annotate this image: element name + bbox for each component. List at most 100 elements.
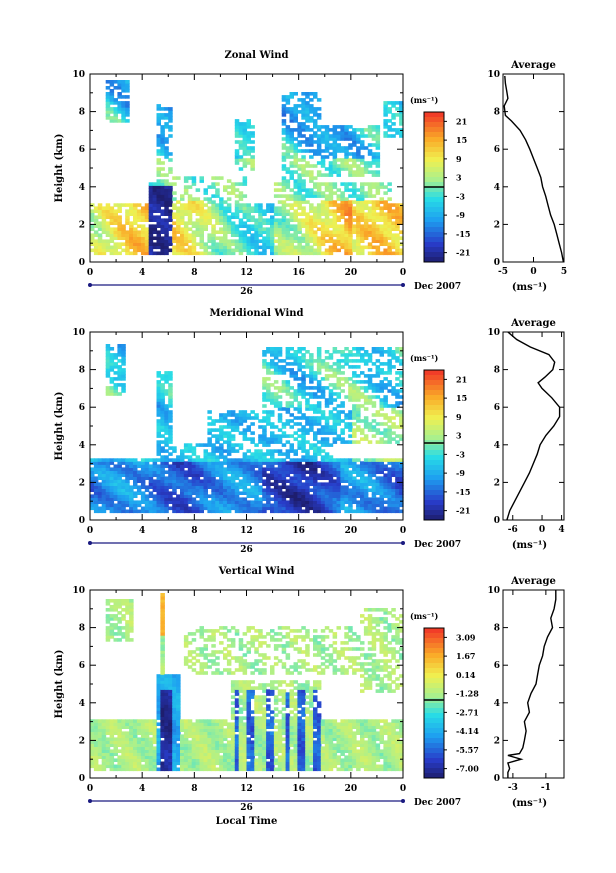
heatmap-cell xyxy=(195,482,201,486)
heatmap-cell xyxy=(352,434,357,438)
heatmap-cell xyxy=(360,509,365,514)
heatmap-cell xyxy=(281,422,287,426)
heatmap-cell xyxy=(164,485,169,489)
heatmap-cell xyxy=(101,506,107,511)
heatmap-cell xyxy=(367,149,373,153)
colorbar-segment xyxy=(424,435,444,441)
heatmap-cell xyxy=(332,416,338,420)
heatmap-cell xyxy=(133,506,138,511)
heatmap-cell xyxy=(305,470,310,474)
heatmap-cell xyxy=(215,497,220,501)
heatmap-cell xyxy=(383,221,388,225)
heatmap-cell xyxy=(356,149,361,153)
heatmap-cell xyxy=(199,200,204,204)
heatmap-cell xyxy=(367,500,373,504)
heatmap-cell xyxy=(340,182,345,186)
heatmap-cell xyxy=(328,191,334,195)
heatmap-cell xyxy=(152,194,158,198)
heatmap-cell xyxy=(273,491,279,495)
heatmap-cell xyxy=(93,215,99,219)
heatmap-cell xyxy=(121,494,126,498)
heatmap-cell xyxy=(262,251,267,256)
heatmap-cell xyxy=(316,446,322,450)
heatmap-cell xyxy=(348,476,353,480)
heatmap-cell xyxy=(266,443,271,447)
heatmap-cell xyxy=(117,392,122,396)
heatmap-cell xyxy=(113,248,118,253)
heatmap-cell xyxy=(285,455,291,459)
heatmap-cell xyxy=(277,389,283,393)
heatmap-cell xyxy=(320,194,326,198)
heatmap-cell xyxy=(215,446,220,450)
heatmap-cell xyxy=(176,209,181,213)
heatmap-cell xyxy=(352,407,357,411)
heatmap-cell xyxy=(387,389,392,393)
heatmap-cell xyxy=(281,176,287,180)
heatmap-cell xyxy=(246,149,251,153)
heatmap-cell xyxy=(121,116,126,120)
heatmap-cell xyxy=(313,506,318,511)
heatmap-cell xyxy=(168,182,173,186)
heatmap-cell xyxy=(344,221,349,225)
heatmap-cell xyxy=(109,485,115,489)
heatmap-cell xyxy=(367,386,373,390)
heatmap-cell xyxy=(246,203,251,207)
heatmap-cell xyxy=(246,251,251,256)
heatmap-cell xyxy=(207,428,212,432)
heatmap-cell xyxy=(90,761,95,766)
heatmap-cell xyxy=(160,656,165,660)
heatmap-cell xyxy=(324,503,330,508)
heatmap-cell xyxy=(305,125,310,129)
heatmap-cell xyxy=(226,479,232,483)
heatmap-cell xyxy=(187,455,193,459)
heatmap-cell xyxy=(113,719,118,723)
heatmap-cell xyxy=(187,488,193,492)
heatmap-cell xyxy=(399,362,404,366)
heatmap-cell xyxy=(156,113,161,117)
heatmap-cell xyxy=(387,479,392,483)
heatmap-cell xyxy=(371,413,377,417)
heatmap-cell xyxy=(215,485,220,489)
heatmap-cell xyxy=(156,104,161,108)
heatmap-cell xyxy=(246,488,251,492)
heatmap-cell xyxy=(332,479,338,483)
heatmap-cell xyxy=(168,113,173,117)
heatmap-cell xyxy=(270,242,275,246)
heatmap-cell xyxy=(371,251,377,256)
heatmap-cell xyxy=(191,251,197,256)
heatmap-cell xyxy=(199,212,204,216)
heatmap-cell xyxy=(117,245,122,250)
heatmap-cell xyxy=(301,98,306,102)
heatmap-cell xyxy=(297,197,302,201)
heatmap-cell xyxy=(375,161,381,165)
heatmap-cell xyxy=(270,506,275,511)
heatmap-cell xyxy=(305,200,310,204)
heatmap-cell xyxy=(313,467,318,471)
heatmap-cell xyxy=(328,239,334,243)
heatmap-cell xyxy=(313,386,318,390)
heatmap-cell xyxy=(93,734,99,738)
heatmap-cell xyxy=(356,410,361,414)
heatmap-cell xyxy=(113,356,118,360)
heatmap-cell xyxy=(371,497,377,501)
heatmap-cell xyxy=(336,395,341,399)
heatmap-cell xyxy=(273,239,279,243)
heatmap-cell xyxy=(289,239,294,243)
heatmap-cell xyxy=(352,185,357,189)
heatmap-cell xyxy=(168,110,173,114)
heatmap-cell xyxy=(367,425,373,429)
heatmap-cell xyxy=(109,461,115,465)
heatmap-cell xyxy=(97,215,103,219)
heatmap-cell xyxy=(379,227,384,231)
heatmap-cell xyxy=(172,239,177,243)
heatmap-cell xyxy=(90,209,95,213)
heatmap-cell xyxy=(113,479,118,483)
heatmap-cell xyxy=(215,203,220,207)
heatmap-cell xyxy=(277,416,283,420)
heatmap-cell xyxy=(113,98,118,102)
heatmap-cell xyxy=(211,242,216,246)
heatmap-cell xyxy=(324,485,330,489)
heatmap-cell xyxy=(270,395,275,399)
heatmap-cell xyxy=(156,122,161,126)
heatmap-cell xyxy=(371,224,377,228)
